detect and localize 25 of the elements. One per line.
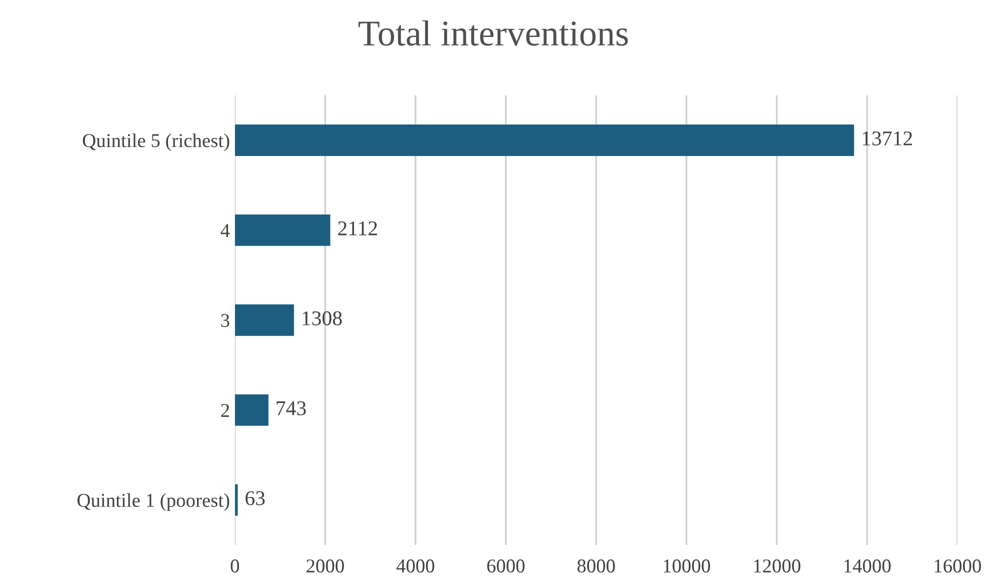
x-tick-label: 8000 xyxy=(577,559,615,573)
bar xyxy=(234,124,854,156)
x-tick-label: 4000 xyxy=(396,559,434,573)
x-tick-label: 10000 xyxy=(664,559,710,573)
data-label: 2112 xyxy=(338,221,377,236)
y-tick-label: 3 xyxy=(221,314,230,328)
y-tick-label: Quintile 5 (richest) xyxy=(82,134,230,152)
bar xyxy=(234,304,294,336)
bar xyxy=(234,214,330,246)
y-tick-label: 2 xyxy=(221,404,229,417)
x-tick-label: 16000 xyxy=(934,559,981,573)
bar xyxy=(234,484,238,516)
x-tick-label: 14000 xyxy=(844,559,891,573)
bar xyxy=(234,394,268,426)
x-tick-label: 12000 xyxy=(754,559,800,573)
data-label: 743 xyxy=(276,401,306,416)
y-tick-label: Quintile 1 (poorest) xyxy=(77,493,230,511)
data-label: 13712 xyxy=(862,131,912,146)
data-label: 63 xyxy=(246,491,265,506)
x-tick-label: 0 xyxy=(230,559,240,573)
chart-title: Total interventions xyxy=(358,20,628,46)
x-tick-label: 6000 xyxy=(487,559,525,573)
data-label: 1308 xyxy=(302,311,342,326)
x-tick-label: 2000 xyxy=(306,559,344,573)
y-tick-label: 4 xyxy=(220,224,230,237)
